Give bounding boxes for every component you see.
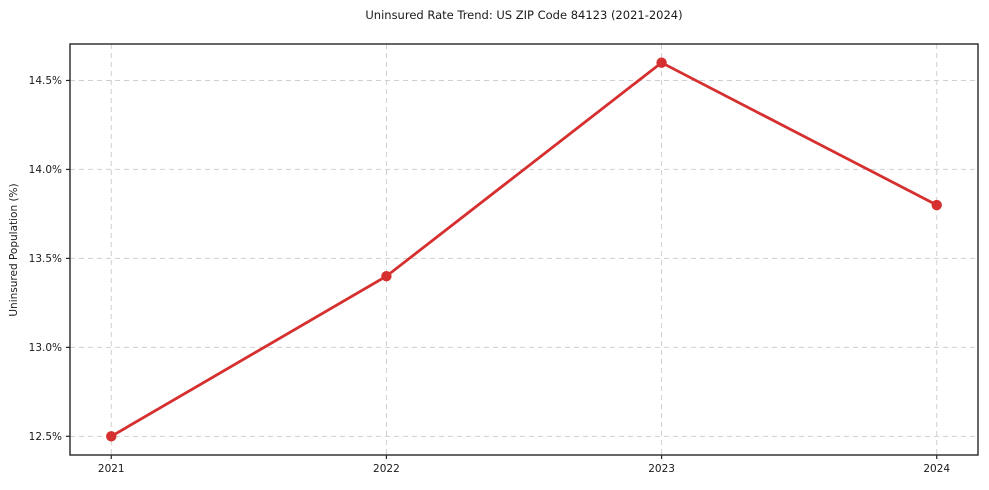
y-tick-label: 14.5%: [29, 75, 62, 87]
y-tick-label: 13.5%: [29, 253, 62, 265]
chart-title: Uninsured Rate Trend: US ZIP Code 84123 …: [365, 8, 683, 22]
data-point: [931, 199, 942, 211]
y-tick-label: 12.5%: [29, 431, 62, 443]
data-point: [656, 57, 667, 68]
plot-border: [69, 43, 979, 456]
y-tick-label: 13.0%: [29, 342, 62, 354]
x-tick-label: 2021: [98, 463, 125, 475]
x-tick-label: 2023: [648, 463, 675, 475]
x-tick-label: 2022: [373, 463, 400, 475]
data-point: [106, 431, 117, 442]
x-tick-label: 2024: [923, 463, 950, 475]
y-tick-label: 14.0%: [29, 164, 62, 176]
data-point: [381, 270, 392, 282]
series-line: [109, 61, 939, 438]
